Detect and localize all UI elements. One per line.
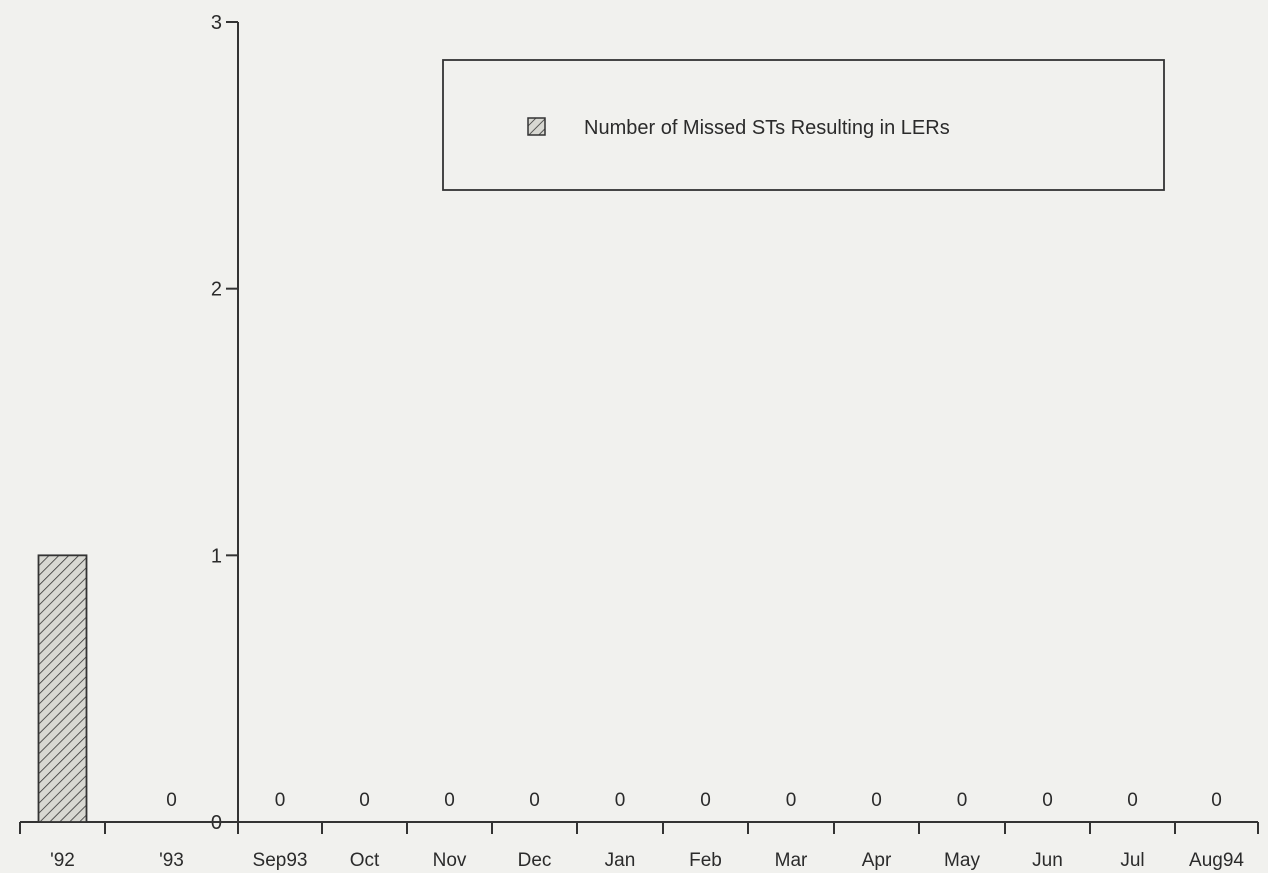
- data-label: 0: [444, 790, 455, 811]
- legend-swatch: [527, 117, 546, 136]
- x-tick-label: Jan: [605, 850, 636, 871]
- data-label: 0: [1127, 790, 1138, 811]
- x-tick-label: Mar: [775, 850, 808, 871]
- x-tick-label: Sep93: [253, 850, 308, 871]
- y-tick-label: 2: [211, 279, 222, 301]
- legend-box: [442, 59, 1165, 191]
- bar: [37, 554, 88, 823]
- y-tick-label: 3: [211, 12, 222, 34]
- x-tick-label: Nov: [433, 850, 467, 871]
- x-tick-label: May: [944, 850, 980, 871]
- data-label: 0: [1211, 790, 1222, 811]
- legend: Number of Missed STs Resulting in LERs: [442, 59, 1165, 191]
- x-tick-label: Oct: [350, 850, 380, 871]
- data-label: 0: [871, 790, 882, 811]
- bars: [37, 554, 88, 823]
- data-labels: 0 0 0 0 0 0 0 0 0 0 0 0 0: [166, 790, 1222, 811]
- data-label: 0: [700, 790, 711, 811]
- legend-label: Number of Missed STs Resulting in LERs: [584, 117, 950, 139]
- data-label: 0: [1042, 790, 1053, 811]
- y-axis: 0123: [211, 12, 239, 834]
- x-tick-label: '93: [159, 850, 184, 871]
- x-tick-label: Apr: [862, 850, 892, 871]
- data-label: 0: [359, 790, 370, 811]
- x-tick-label: Aug94: [1189, 850, 1244, 871]
- x-axis: '92 '93 Sep93 Oct Nov Dec Jan Feb Mar Apr May Jun Ju…: [19, 821, 1259, 871]
- data-label: 0: [615, 790, 626, 811]
- data-label: 0: [529, 790, 540, 811]
- x-tick-label: '92: [50, 850, 75, 871]
- data-label: 0: [275, 790, 286, 811]
- x-tick-label: Jul: [1120, 850, 1144, 871]
- y-tick-label: 1: [211, 545, 222, 567]
- data-label: 0: [786, 790, 797, 811]
- x-tick-label: Jun: [1032, 850, 1063, 871]
- x-tick-label: Feb: [689, 850, 722, 871]
- x-tick-label: Dec: [518, 850, 552, 871]
- data-label: 0: [957, 790, 968, 811]
- data-label: 0: [166, 790, 177, 811]
